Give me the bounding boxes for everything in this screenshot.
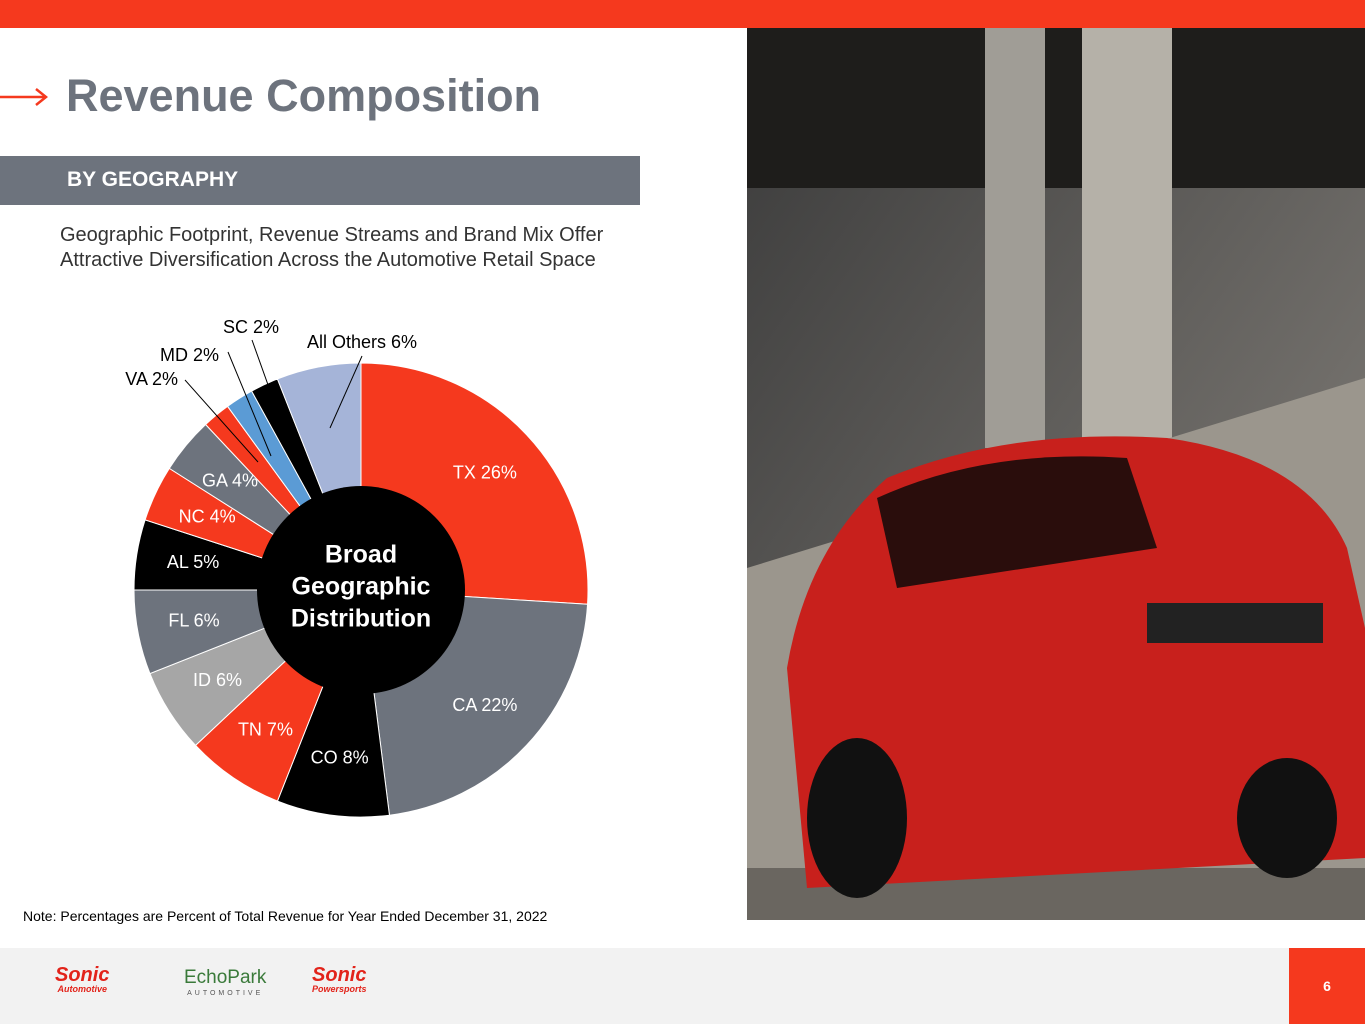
data-label: TN 7% [238, 719, 293, 739]
logo: EchoPark AUTOMOTIVE [184, 967, 267, 1002]
logo-text: AUTOMOTIVE [187, 990, 264, 997]
data-label: AL 5% [167, 552, 219, 572]
subtitle-line: Geographic Footprint, Revenue Streams an… [60, 224, 604, 246]
center-label: Geographic [292, 573, 431, 601]
logo: Sonic Powersports [312, 964, 367, 996]
title: Revenue Composition [66, 70, 542, 121]
logo: Sonic Automotive [55, 964, 110, 996]
data-label: ID 6% [193, 670, 242, 690]
data-label: VA 2% [125, 369, 178, 389]
center-hole [257, 486, 465, 694]
subtitle: Geographic Footprint, Revenue Streams an… [60, 223, 603, 273]
arrow-icon [0, 88, 49, 106]
leader-line [227, 351, 272, 457]
data-label: All Others 6% [307, 332, 417, 352]
data-label: SC 2% [223, 317, 279, 337]
car-photo [747, 28, 1365, 920]
leader-line [329, 355, 363, 429]
pie-chart: TX 26% CA 22% CO 8% TN 7% ID 6% FL 6% AL 5% NC … [125, 317, 589, 818]
data-label: NC 4% [179, 506, 236, 526]
center-label: Distribution [291, 605, 431, 633]
logo-text: Automotive [57, 984, 107, 994]
section-title: BY GEOGRAPHY [67, 168, 239, 191]
data-label: CO 8% [311, 747, 369, 767]
data-label: MD 2% [160, 345, 219, 365]
leader-line [251, 339, 293, 453]
section-bar [0, 156, 640, 205]
logo-text: EchoPark [184, 967, 267, 988]
logo-text: Sonic [55, 964, 110, 986]
page-number: 6 [1289, 948, 1365, 1024]
data-label: GA 4% [202, 470, 258, 490]
note: Note: Percentages are Percent of Total R… [23, 908, 548, 924]
data-label: FL 6% [168, 611, 219, 631]
subtitle-line: Attractive Diversification Across the Au… [60, 249, 596, 271]
footer-bar [0, 948, 1365, 1024]
data-label: TX 26% [453, 462, 517, 482]
data-label: CA 22% [452, 695, 517, 715]
center-label: Broad [325, 541, 397, 569]
logo-text: Sonic [312, 964, 367, 986]
logo-text: Powersports [312, 984, 367, 994]
top-bar [0, 0, 1365, 28]
leader-line [184, 379, 259, 463]
